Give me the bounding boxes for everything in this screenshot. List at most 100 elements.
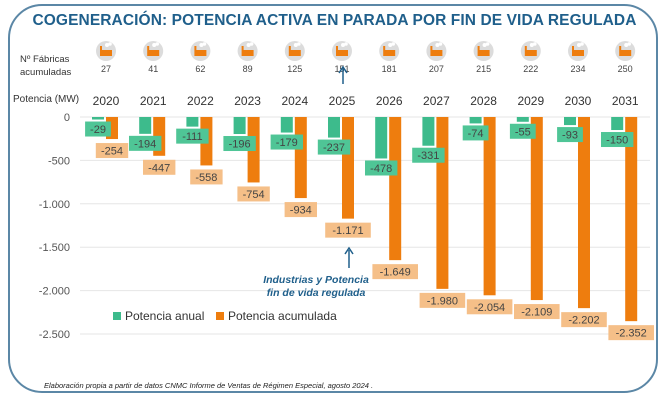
factory-icon-smoke	[482, 43, 487, 47]
bar-potencia-anual	[233, 117, 246, 135]
factory-icon-building	[524, 46, 537, 56]
data-labels: -29 -254 -194 -447 -111 -558 -196 -754 -179 -934 -…	[85, 121, 654, 341]
data-label-bg-annual	[317, 139, 351, 155]
factory-icon	[237, 41, 258, 61]
factory-icon-building	[194, 46, 207, 56]
data-label-cumulative: -2.054	[474, 302, 505, 314]
factory-count: 41	[148, 64, 158, 74]
factory-icon-smoke	[249, 42, 254, 46]
bars	[92, 117, 638, 322]
annotation: Industrias y Potencia fin de vida regula…	[263, 65, 369, 299]
data-label-annual: -331	[417, 150, 439, 162]
year-label: 2021	[140, 94, 167, 108]
bar-potencia-anual	[564, 117, 576, 126]
bar-potencia-acumulada	[578, 117, 590, 309]
legend-label-cumulative: Potencia acumulada	[228, 309, 337, 323]
factory-icon-smoke	[108, 42, 112, 46]
factory-count: 234	[570, 64, 585, 74]
data-label-bg-annual	[270, 134, 303, 150]
factory-icon-smoke	[155, 42, 159, 46]
factory-icon-smoke	[580, 42, 584, 46]
factory-icon-smoke	[624, 43, 629, 47]
annotation-line2: fin de vida regulada	[267, 287, 366, 299]
data-label-bg-annual	[509, 123, 536, 139]
data-label-annual: -150	[606, 135, 628, 147]
data-label-annual: -194	[134, 138, 156, 150]
data-label-bg-cumulative	[608, 325, 654, 341]
factory-icon-smoke	[533, 42, 537, 46]
bar-potencia-anual	[422, 117, 435, 146]
factory-count: 181	[382, 64, 397, 74]
factory-icon	[568, 41, 588, 61]
data-label-cumulative: -2.202	[568, 315, 599, 327]
y-tick-label: -1.000	[39, 199, 70, 211]
data-label-bg-annual	[601, 132, 634, 148]
data-label-cumulative: -1.171	[332, 225, 363, 237]
data-label-annual: -237	[323, 142, 345, 154]
factory-icon-building	[288, 46, 301, 56]
data-label-annual: -55	[515, 126, 531, 138]
factory-icon-smoke	[529, 43, 534, 47]
year-label: 2030	[565, 94, 592, 108]
bar-potencia-acumulada	[389, 117, 402, 261]
annotation-line1: Industrias y Potencia	[263, 274, 369, 286]
y-tick-label: -1.500	[39, 242, 70, 254]
factory-icon-smoke	[627, 42, 631, 46]
bar-potencia-acumulada	[294, 117, 307, 199]
factory-icon-smoke	[577, 43, 581, 47]
factory-icon	[426, 41, 447, 61]
factory-icon-building	[619, 46, 632, 56]
data-label-cumulative: -2.109	[521, 307, 552, 319]
year-label: 2031	[612, 94, 639, 108]
bar-potencia-acumulada	[342, 117, 354, 219]
factory-count: 215	[476, 64, 491, 74]
data-label-annual: -93	[562, 130, 578, 142]
year-label: 2029	[517, 94, 544, 108]
bar-potencia-anual	[469, 117, 482, 124]
data-label-bg-cumulative	[372, 264, 418, 280]
factory-icon-smoke	[246, 43, 251, 47]
factory-icon-smoke	[341, 43, 345, 47]
bar-potencia-anual	[139, 117, 152, 134]
year-label: 2028	[470, 94, 497, 108]
factory-icon-building	[383, 46, 396, 56]
factory-icon-smoke	[199, 43, 204, 47]
year-label: 2026	[376, 94, 403, 108]
data-label-cumulative: -254	[101, 146, 123, 158]
data-label-annual: -74	[468, 128, 484, 140]
year-label: 2020	[93, 94, 120, 108]
y-axis-ticks: 0 -500 -1.000 -1.500 -2.000 -2.500	[39, 112, 70, 341]
power-axis-label: Potencia (MW)	[13, 94, 80, 105]
factory-row: 27 41 62 89 125 151 181 207 215 222 234 250	[96, 41, 636, 74]
factory-icon-smoke	[344, 42, 348, 46]
data-label-bg-cumulative	[514, 304, 560, 320]
factories-row-label: Nº Fábricas acumuladas	[20, 53, 71, 79]
factory-icon-smoke	[105, 43, 109, 47]
factory-icon	[332, 41, 352, 61]
data-label-annual: -111	[182, 131, 202, 143]
year-label: 2022	[187, 94, 214, 108]
data-label-bg-annual	[365, 160, 398, 176]
factory-icon-building	[100, 46, 112, 56]
y-tick-label: 0	[64, 112, 70, 124]
source-note: Elaboración propia a partir de datos CNM…	[44, 381, 374, 390]
factory-icon-building	[147, 46, 160, 56]
factory-arrow-head	[338, 65, 348, 74]
factory-icon-smoke	[293, 43, 298, 47]
data-label-annual: -29	[90, 124, 106, 136]
data-label-bg-cumulative	[466, 299, 513, 315]
factory-icon	[190, 41, 211, 61]
year-label: 2027	[423, 94, 450, 108]
data-label-bg-annual	[462, 125, 489, 141]
data-label-bg-cumulative	[419, 292, 466, 308]
legend-swatch-cumulative	[216, 312, 224, 320]
data-label-bg-cumulative	[143, 159, 176, 175]
factory-icon-smoke	[297, 42, 301, 46]
bar-potencia-anual	[92, 117, 104, 120]
factory-icon	[615, 41, 636, 61]
factory-count: 62	[195, 64, 205, 74]
data-label-bg-annual	[129, 135, 162, 151]
factories-label-line2: acumuladas	[20, 67, 72, 78]
factory-count: 89	[243, 64, 253, 74]
factory-icon-smoke	[438, 42, 443, 46]
